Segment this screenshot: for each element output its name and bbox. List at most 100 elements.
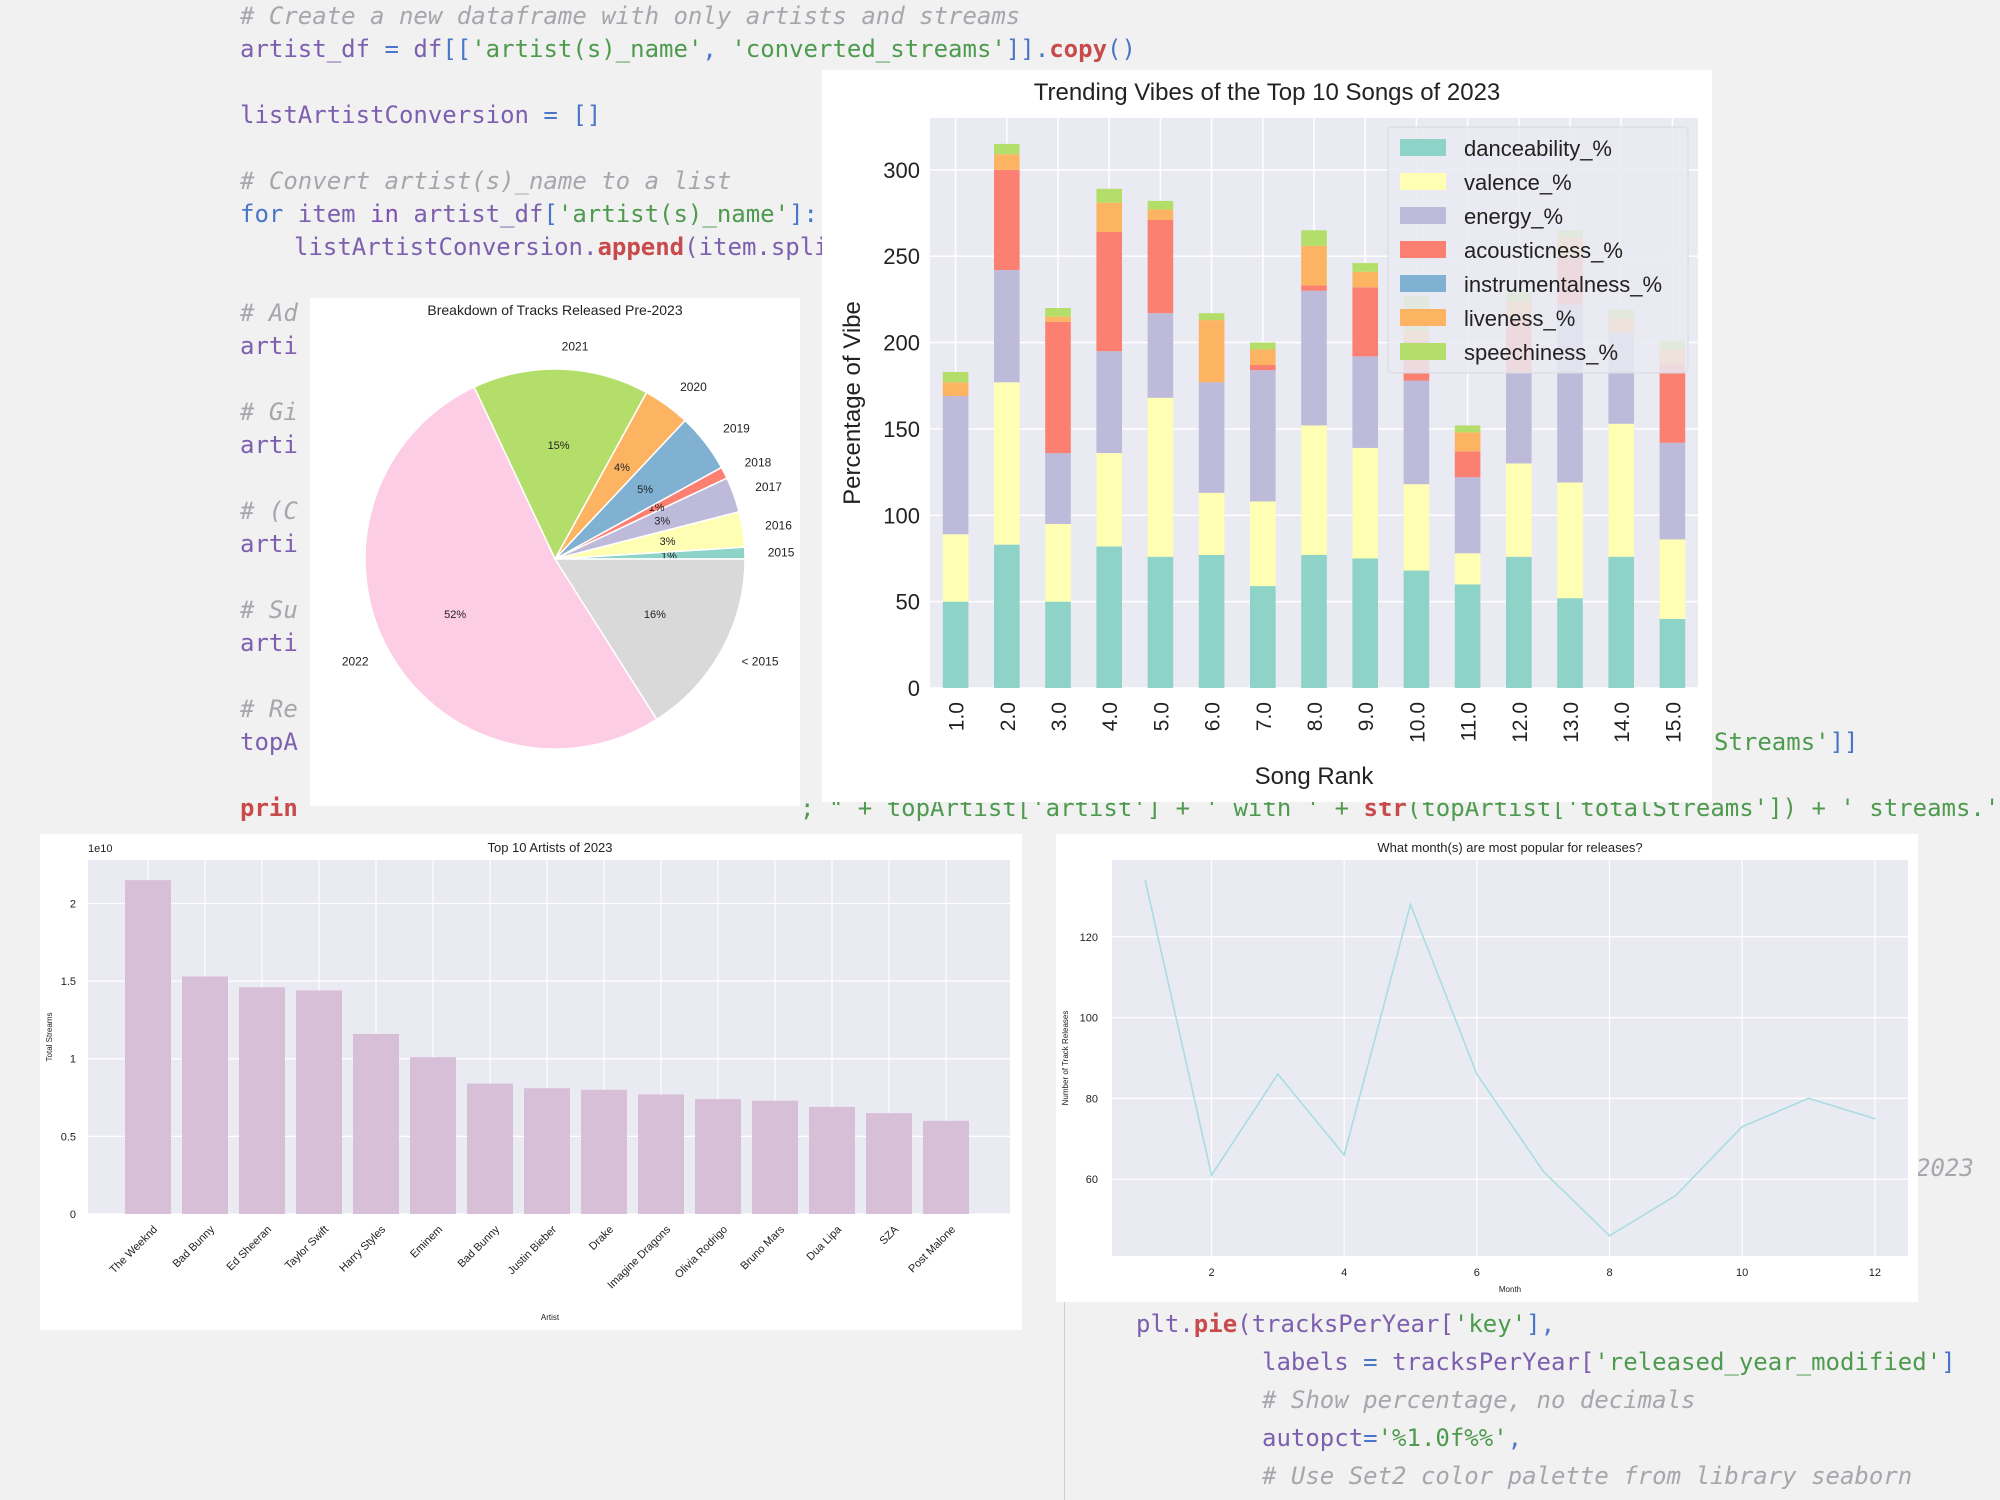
stacked-bar-segment — [1352, 558, 1378, 688]
stacked-bar-segment — [1403, 380, 1430, 485]
y-tick-label: 1 — [70, 1054, 76, 1066]
stacked-bar-segment — [942, 382, 969, 397]
y-axis-label: Total Streams — [45, 1013, 54, 1062]
code-line: # Ad — [240, 299, 298, 327]
stacked-bar-segment — [1147, 200, 1174, 210]
stacked-bar-segment — [1198, 492, 1225, 555]
code-token: df — [413, 35, 443, 63]
code-line: 2023 — [1916, 1154, 1974, 1182]
code-line: for item in artist_df['artist(s)_name']: — [240, 200, 818, 228]
code-token: 'artist(s)_name' — [557, 200, 790, 228]
stacked-bar-segment — [1352, 447, 1378, 559]
slice-pct-label: 5% — [637, 484, 653, 496]
x-axis-label: Song Rank — [1255, 763, 1375, 790]
stacked-bar-segment — [1096, 188, 1122, 203]
code-line: # Re — [240, 695, 298, 723]
y-tick-label: 0 — [70, 1209, 76, 1221]
stacked-bar-segment — [1045, 308, 1071, 317]
chart-title: What month(s) are most popular for relea… — [1377, 840, 1642, 855]
bar — [638, 1094, 684, 1214]
stacked-bar-segment — [1250, 370, 1276, 502]
code-token: prin — [240, 794, 298, 822]
stacked-bar-segment — [1659, 539, 1686, 619]
code-token: (tracksPerYear[ — [1237, 1310, 1454, 1338]
bar — [410, 1057, 456, 1214]
legend: danceability_% valence_% energy_% acousticn… — [1387, 126, 1689, 374]
stacked-bar-segment — [1454, 432, 1481, 452]
stacked-bar-segment — [1301, 245, 1327, 286]
code-token: # Su — [240, 596, 298, 624]
slice-label: 2016 — [765, 519, 792, 533]
x-tick-label: 6.0 — [1202, 702, 1225, 731]
stacked-bar-segment — [1301, 555, 1327, 688]
code-token: ]]. — [1005, 35, 1050, 63]
code-token: # Convert artist(s)_name to a list — [240, 167, 732, 195]
stacked-bar-segment — [994, 154, 1020, 170]
x-tick-label: 10.0 — [1406, 702, 1429, 743]
bar — [467, 1083, 513, 1214]
legend-swatch — [1400, 241, 1446, 258]
x-tick-label: Eminem — [408, 1224, 445, 1261]
code-token: pie — [1193, 1310, 1238, 1338]
y-tick-label: 60 — [1086, 1174, 1098, 1186]
code-token: arti — [240, 629, 298, 657]
y-tick-label: 0.5 — [61, 1131, 76, 1143]
code-line: artist_df = df[['artist(s)_name', 'conve… — [240, 35, 1136, 63]
x-tick-label: 3.0 — [1048, 702, 1071, 731]
data-point — [1874, 1117, 1876, 1120]
stacked-bar-segment — [1250, 349, 1276, 365]
y-tick-label: 250 — [883, 244, 920, 269]
bar — [809, 1106, 855, 1214]
stacked-bar-segment — [1506, 463, 1532, 557]
slice-label: 2018 — [745, 455, 772, 469]
slice-pct-label: 3% — [654, 515, 670, 527]
stacked-bar-chart: 0 50 100 150 200 250 300 1.0 2.0 3.0 4.0 5.0 6.0 7.0 8… — [839, 79, 1698, 790]
x-tick-label: 9.0 — [1355, 702, 1378, 731]
x-tick-label: Dua Lipa — [804, 1223, 844, 1263]
code-token: # Show percentage, no decimals — [1262, 1386, 1696, 1414]
slice-label: 2020 — [680, 380, 707, 394]
stacked-bar-segment — [1045, 523, 1071, 602]
x-tick-label: SZA — [877, 1223, 901, 1247]
code-line: arti — [240, 332, 298, 360]
code-token: , — [702, 35, 732, 63]
data-point — [1542, 1170, 1544, 1172]
code-token: ]] — [1829, 728, 1859, 756]
stacked-bar-segment — [1608, 423, 1634, 557]
x-tick-label: 11.0 — [1458, 702, 1481, 741]
stacked-bar-segment — [1454, 584, 1481, 688]
legend-label: instrumentalness_% — [1464, 272, 1662, 297]
bar — [695, 1099, 741, 1214]
legend-swatch — [1400, 207, 1446, 224]
legend-label: liveness_% — [1464, 306, 1575, 331]
slice-label: 2015 — [768, 545, 795, 559]
slice-pct-label: 15% — [548, 440, 570, 452]
x-tick-label: 2.0 — [997, 702, 1020, 731]
y-tick-label: 120 — [1080, 932, 1098, 944]
bar — [125, 880, 171, 1214]
code-line: labels = tracksPerYear['released_year_mo… — [1262, 1348, 1956, 1376]
stacked-bar-segment — [994, 169, 1020, 270]
code-token: listArtistConversion. — [294, 233, 598, 261]
y-tick-label: 300 — [883, 158, 920, 183]
stacked-bar-segment — [1352, 287, 1378, 357]
code-line: arti — [240, 530, 298, 558]
data-point — [1741, 1125, 1743, 1128]
code-token: [[ — [442, 35, 472, 63]
code-token: () — [1107, 35, 1136, 63]
stacked-bar-segment — [942, 601, 969, 688]
code-token: arti — [240, 530, 298, 558]
y-tick-label: 100 — [883, 503, 920, 528]
x-tick-label: 12 — [1869, 1267, 1881, 1279]
stacked-bar-segment — [1250, 342, 1276, 350]
code-token: # Gi — [240, 398, 298, 426]
stacked-bar-segment — [1147, 209, 1174, 220]
code-token: artist_df — [240, 35, 371, 63]
slice-pct-label: 52% — [444, 609, 466, 621]
months-line-chart-panel: 60 80 100 120 2 4 6 8 10 12 What month(s) are most… — [1056, 834, 1918, 1302]
stacked-bar-segment — [1045, 316, 1071, 322]
pie-slice — [364, 386, 658, 750]
series-line — [1144, 880, 1876, 1237]
y-axis-label: Percentage of Vibe — [839, 301, 866, 505]
legend-label: energy_% — [1464, 204, 1563, 229]
